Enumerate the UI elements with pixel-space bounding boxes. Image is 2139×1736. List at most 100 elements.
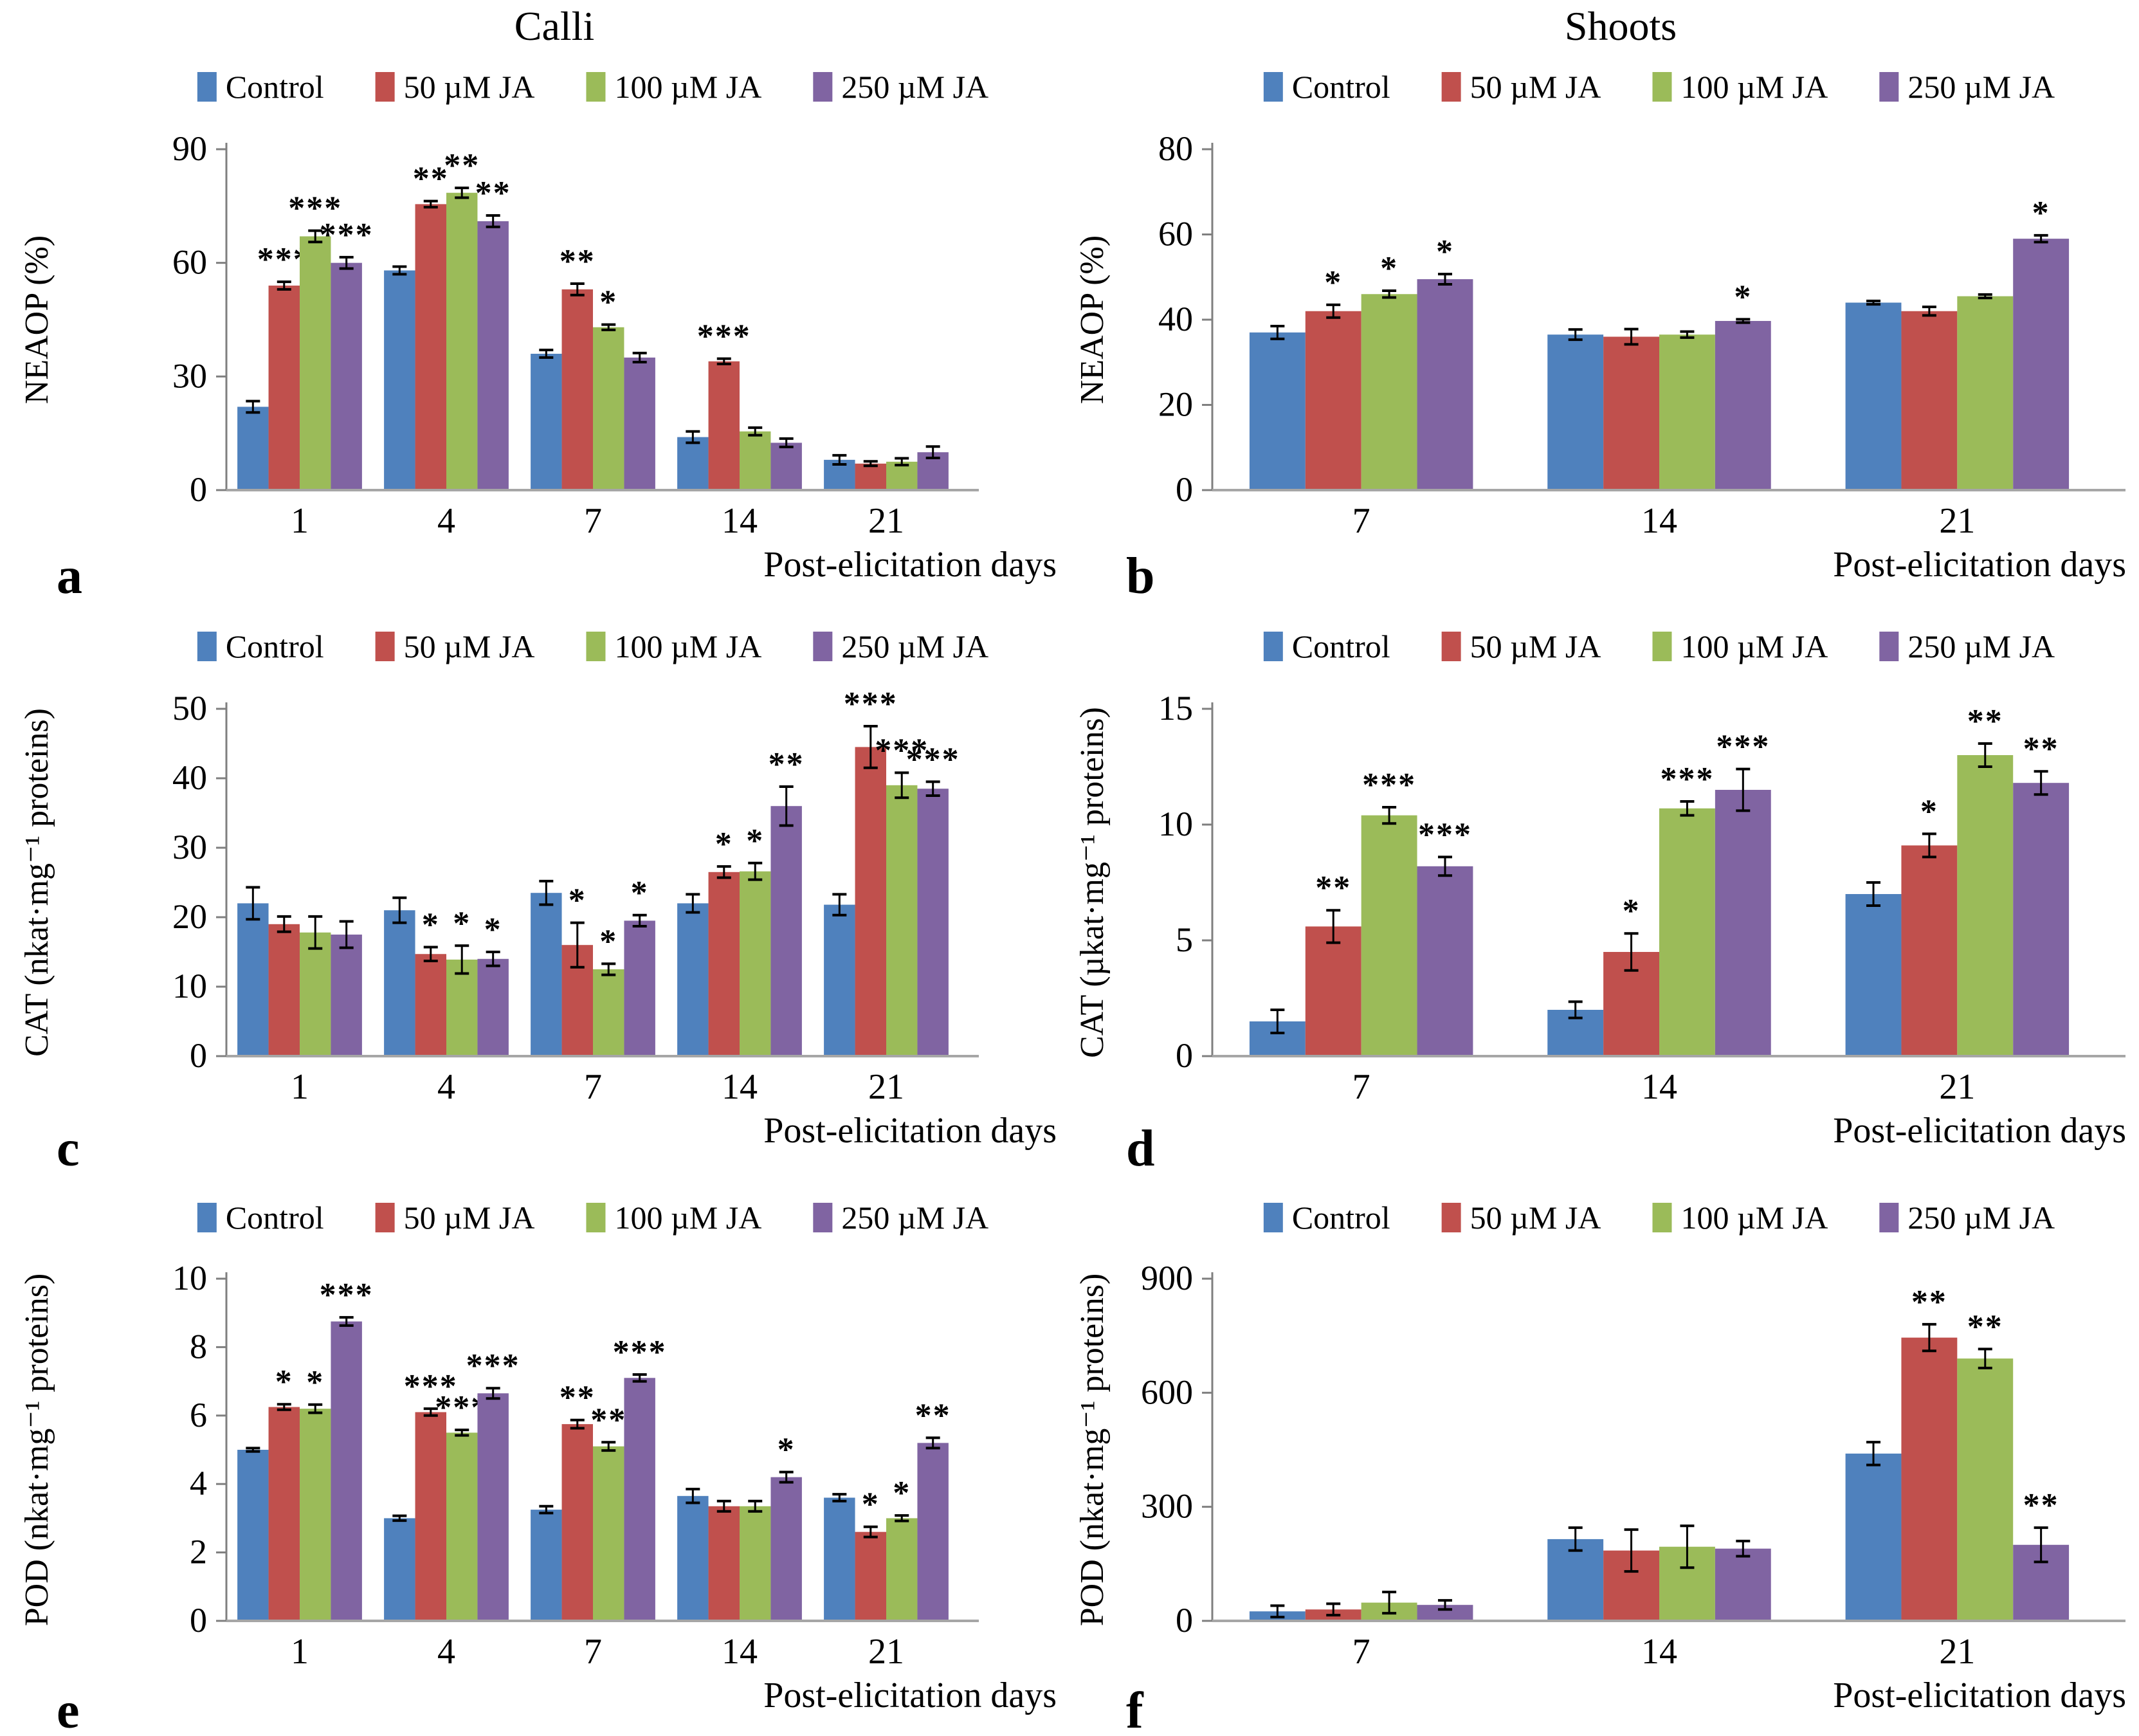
panel-d: Control 50 µM JA 100 µM JA 250 µM JA 0 5 10 15 *… <box>1070 598 2139 1177</box>
significance-stars: *** <box>613 1334 667 1371</box>
bar-250-µM-JA-day1 <box>331 262 362 490</box>
legend-swatch <box>586 1203 606 1232</box>
bar-250-µM-JA-day4 <box>477 958 509 1056</box>
bar-100-µM-JA-day1 <box>300 1409 331 1621</box>
panel-a: Calli Control 50 µM JA 100 µM JA 250 µM JA 0 3… <box>0 0 1070 598</box>
significance-stars: ** <box>475 175 511 212</box>
y-tick-label: 50 <box>172 689 207 727</box>
y-tick-label: 900 <box>1141 1259 1193 1297</box>
significance-stars: ** <box>1967 1308 2003 1345</box>
y-tick-label: 0 <box>1176 1036 1193 1075</box>
bar-250-µM-JA-day7 <box>624 357 655 490</box>
bar-Control-day21 <box>1845 302 1902 490</box>
y-tick-label: 0 <box>1176 470 1193 509</box>
panel-letter: a <box>57 548 82 598</box>
y-tick-label: 0 <box>190 1601 207 1640</box>
bar-100-µM-JA-day4 <box>446 1432 478 1621</box>
bar-50-µM-JA-day4 <box>415 954 446 1056</box>
x-category-label: 21 <box>868 1067 904 1107</box>
significance-stars: * <box>2032 195 2050 232</box>
y-tick-label: 20 <box>1158 385 1193 424</box>
legend-label: 50 µM JA <box>1470 1200 1601 1236</box>
x-category-label: 7 <box>584 501 602 541</box>
legend-label: 50 µM JA <box>1470 69 1601 105</box>
x-category-label: 4 <box>437 501 455 541</box>
bar-Control-day7 <box>1249 332 1306 490</box>
significance-stars: ** <box>769 746 805 783</box>
x-category-label: 21 <box>1939 501 1975 541</box>
bar-Control-day14 <box>677 903 709 1056</box>
bar-250-µM-JA-day21 <box>2013 783 2070 1056</box>
y-tick-label: 80 <box>1158 129 1193 168</box>
y-tick-label: 10 <box>172 1259 207 1297</box>
bar-100-µM-JA-day14 <box>1659 334 1715 490</box>
x-category-label: 1 <box>291 1632 309 1672</box>
legend-label: Control <box>226 628 324 664</box>
x-category-label: 7 <box>1352 1067 1370 1107</box>
x-category-label: 4 <box>437 1067 455 1107</box>
bar-Control-day14 <box>677 1495 709 1621</box>
x-axis-label: Post-elicitation days <box>763 1676 1057 1715</box>
significance-stars: *** <box>697 318 751 355</box>
bar-250-µM-JA-day4 <box>477 221 509 490</box>
legend-swatch <box>375 1203 395 1232</box>
bar-250-µM-JA-day14 <box>770 1477 802 1621</box>
legend-swatch <box>1263 1203 1283 1232</box>
legend-swatch <box>1879 72 1899 102</box>
chart-f-pod-shoots: Control 50 µM JA 100 µM JA 250 µM JA 0 300 600… <box>1074 1200 2126 1736</box>
y-tick-label: 300 <box>1141 1487 1193 1526</box>
bar-Control-day7 <box>531 893 562 1056</box>
significance-stars: * <box>422 906 440 943</box>
bar-50-µM-JA-day21 <box>1901 1337 1958 1621</box>
x-category-label: 1 <box>291 501 309 541</box>
bar-50-µM-JA-day14 <box>708 872 740 1056</box>
y-tick-label: 5 <box>1176 920 1193 959</box>
bar-50-µM-JA-day14 <box>708 361 740 490</box>
bar-Control-day1 <box>237 1450 269 1621</box>
x-category-label: 7 <box>584 1632 602 1672</box>
x-axis-label: Post-elicitation days <box>763 1111 1057 1151</box>
bar-250-µM-JA-day21 <box>2013 239 2070 490</box>
bar-50-µM-JA-day21 <box>855 463 886 490</box>
significance-stars: *** <box>1418 816 1472 853</box>
bar-250-µM-JA-day14 <box>1715 320 1771 490</box>
legend-label: 250 µM JA <box>1907 1200 2055 1236</box>
significance-stars: *** <box>288 190 342 227</box>
bar-250-µM-JA-day14 <box>1715 1548 1771 1621</box>
bar-250-µM-JA-day21 <box>917 1443 949 1621</box>
x-category-label: 21 <box>1939 1067 1975 1107</box>
x-axis-label: Post-elicitation days <box>1833 1111 2126 1151</box>
y-axis-label: POD (nkat·mg⁻¹ proteins) <box>1074 1274 1111 1627</box>
legend-swatch <box>1441 632 1461 661</box>
y-axis-label: CAT (µkat·mg⁻¹ proteins) <box>1074 707 1111 1058</box>
legend-label: 250 µM JA <box>1907 628 2055 664</box>
significance-stars: * <box>715 826 733 863</box>
legend-label: 100 µM JA <box>1680 1200 1828 1236</box>
significance-stars: *** <box>844 686 898 722</box>
y-tick-label: 10 <box>172 967 207 1005</box>
significance-stars: *** <box>466 1348 520 1384</box>
significance-stars: *** <box>404 1368 458 1405</box>
bar-250-µM-JA-day14 <box>770 806 802 1056</box>
y-tick-label: 20 <box>172 897 207 936</box>
x-category-label: 21 <box>868 1632 904 1672</box>
legend-label: 250 µM JA <box>1907 69 2055 105</box>
significance-stars: * <box>1623 893 1641 929</box>
significance-stars: *** <box>320 217 374 253</box>
bar-100-µM-JA-day14 <box>740 431 771 490</box>
y-tick-label: 60 <box>172 243 207 282</box>
x-category-label: 14 <box>1641 1067 1677 1107</box>
significance-stars: ** <box>413 161 449 197</box>
significance-stars: * <box>1734 279 1752 315</box>
bar-Control-day4 <box>384 910 415 1056</box>
significance-stars: *** <box>1716 729 1770 765</box>
significance-stars: *** <box>875 732 929 769</box>
y-tick-label: 2 <box>190 1533 207 1571</box>
legend-label: 250 µM JA <box>841 69 988 105</box>
bar-Control-day14 <box>677 437 709 490</box>
legend-swatch <box>813 632 833 661</box>
bar-Control-day1 <box>237 407 269 490</box>
bar-50-µM-JA-day21 <box>1901 845 1958 1056</box>
significance-stars: ** <box>590 1402 626 1438</box>
